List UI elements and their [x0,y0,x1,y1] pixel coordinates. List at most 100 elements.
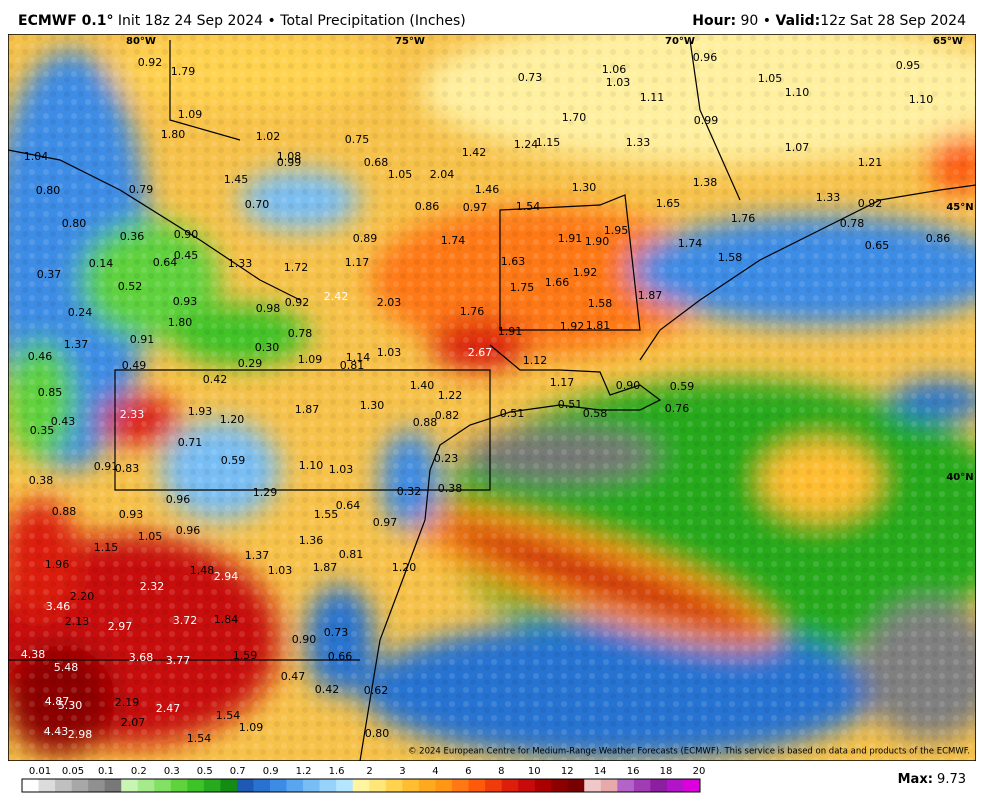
legend-swatch [468,779,486,792]
precip-label: 1.76 [731,212,756,225]
precip-label: 0.79 [129,183,154,196]
precip-label: 1.06 [602,63,627,76]
precip-label: 1.79 [171,65,196,78]
precip-label: 0.36 [120,230,145,243]
copyright: © 2024 European Centre for Medium-Range … [408,747,970,757]
precip-label: 2.94 [214,570,239,583]
precip-label: 1.38 [693,176,718,189]
legend-swatch [600,779,618,792]
precip-label: 0.88 [52,505,77,518]
legend-swatch [203,779,221,792]
max-label: Max: [898,772,933,787]
precip-label: 0.99 [277,156,302,169]
precip-label: 1.20 [392,561,417,574]
precip-label: 2.47 [156,702,181,715]
precip-label: 0.37 [37,268,62,281]
precip-label: 0.91 [130,333,155,346]
precip-label: 0.59 [670,380,695,393]
separator: • [268,13,276,29]
precip-label: 5.30 [58,699,83,712]
precip-label: 1.91 [558,232,583,245]
precip-label: 0.97 [373,516,398,529]
precip-label: 1.55 [314,508,339,521]
precip-label: 1.30 [572,181,597,194]
precip-label: 1.09 [298,353,323,366]
valid: 12z Sat 28 Sep 2024 [820,13,966,29]
precip-label: 1.09 [239,721,264,734]
precip-label: 0.97 [463,201,488,214]
legend-tick-label: 0.5 [197,766,213,777]
legend-swatch [633,779,651,792]
precip-label: 1.87 [295,403,320,416]
precip-label: 2.07 [121,716,146,729]
precip-label: 4.38 [21,648,46,661]
field: Total Precipitation (Inches) [279,13,466,29]
legend-tick-label: 0.9 [263,766,279,777]
precip-field [8,34,976,761]
legend-swatch [451,779,469,792]
legend-swatch [617,779,635,792]
precip-label: 2.42 [324,290,349,303]
precip-label: 1.45 [224,173,249,186]
longitude-label: 80°W [126,36,156,47]
precip-label: 1.37 [245,549,270,562]
legend-tick-label: 10 [528,766,541,777]
precip-label: 0.47 [281,670,306,683]
precip-label: 1.93 [188,405,213,418]
precip-label: 0.90 [292,633,317,646]
legend-swatch [666,779,684,792]
precip-label: 1.36 [299,534,324,547]
legend-swatch [485,779,502,792]
precip-label: 0.73 [518,71,543,84]
precip-label: 1.37 [64,338,89,351]
precip-label: 0.82 [435,409,460,422]
precip-label: 0.66 [328,650,353,663]
max-text: Max: 9.73 [898,772,966,787]
precip-label: 0.30 [255,341,280,354]
precip-label: 1.54 [216,709,241,722]
legend-tick-label: 0.2 [131,766,147,777]
legend-swatch [236,779,254,792]
legend-swatch [501,779,519,792]
precip-label: 1.11 [640,91,665,104]
precip-label: 0.88 [413,416,438,429]
legend-tick-label: 18 [660,766,673,777]
precip-label: 1.12 [523,354,548,367]
precip-label: 0.29 [238,357,263,370]
precip-label: 0.46 [28,350,53,363]
legend-tick-label: 4 [432,766,438,777]
precip-label: 1.75 [510,281,535,294]
precip-label: 1.05 [138,530,163,543]
precip-label: 0.90 [174,228,199,241]
legend-swatch [369,779,387,792]
precip-label: 1.07 [785,141,810,154]
legend-swatch [385,779,403,792]
precip-label: 1.54 [187,732,212,745]
precip-label: 1.03 [329,463,354,476]
precip-label: 1.33 [816,191,841,204]
precip-label: 1.70 [562,111,587,124]
precip-label: 0.80 [36,184,61,197]
precip-label: 1.40 [410,379,435,392]
precip-label: 0.96 [176,524,201,537]
legend-swatch [319,779,337,792]
precip-label: 0.96 [693,51,718,64]
longitude-label: 65°W [933,36,963,47]
precip-label: 0.35 [30,424,55,437]
precip-label: 1.80 [161,128,186,141]
precip-label: 1.15 [94,541,119,554]
legend-swatch [88,779,105,792]
precip-label: 0.75 [345,133,370,146]
precip-label: 0.45 [174,249,199,262]
precip-label: 1.92 [560,320,585,333]
precip-label: 1.22 [438,389,463,402]
precip-label: 1.03 [268,564,293,577]
longitude-label: 75°W [395,36,425,47]
precip-label: 1.10 [299,459,324,472]
precip-label: 2.67 [468,346,493,359]
precip-label: 1.05 [388,168,413,181]
precip-label: 0.93 [119,508,144,521]
